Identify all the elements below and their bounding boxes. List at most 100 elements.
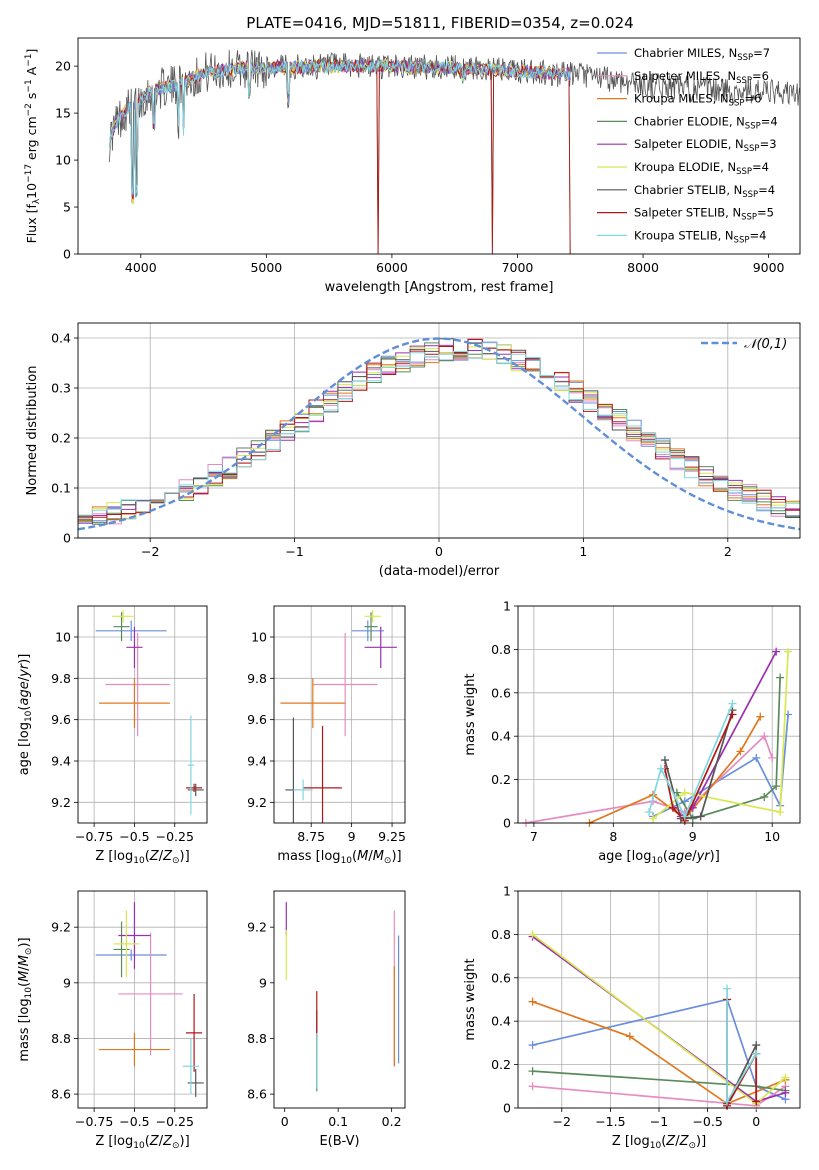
weight-point-marker <box>645 808 654 817</box>
x-tick-label: 0.2 <box>382 1114 402 1129</box>
y-tick-label: 1 <box>503 884 511 899</box>
x-tick-label: 4000 <box>125 260 157 275</box>
axes-frame <box>77 37 801 255</box>
weight-point-marker <box>649 814 658 823</box>
y-axis-label: mass weight <box>463 673 478 755</box>
weight-point-marker <box>752 1097 761 1106</box>
y-tick-label: 0.4 <box>491 729 511 744</box>
x-tick-label: −2 <box>141 544 159 559</box>
weight-point-marker <box>752 1041 761 1050</box>
mass-weight-vs-metallicity-panel: −2 −1.5 −1 −0.5 0 0 0.2 0.4 0.6 0.8 1 Z [log10(Z/Z⊙… <box>463 884 801 1151</box>
histogram-kroupa-stelib <box>78 342 800 533</box>
x-tick-label: −2 <box>553 1114 571 1129</box>
weight-point-marker <box>660 756 669 765</box>
y-tick-label: 0.8 <box>491 927 511 942</box>
weight-point-marker <box>688 814 697 823</box>
legend-entry: Chabrier MILES, NSSP=7 <box>634 46 770 63</box>
legend-entry: Salpeter ELODIE, NSSP=3 <box>634 137 777 154</box>
y-tick-label: 10 <box>251 630 267 645</box>
x-tick-label: 0 <box>752 1114 760 1129</box>
y-tick-label: 8.8 <box>51 1031 71 1046</box>
weight-point-marker <box>528 1067 537 1076</box>
weight-point-marker <box>784 647 793 656</box>
y-tick-label: 20 <box>55 59 71 74</box>
y-tick-label: 15 <box>55 106 71 121</box>
y-tick-label: 0 <box>503 1101 511 1116</box>
y-tick-label: 9 <box>63 975 71 990</box>
mass-vs-extinction-panel: 0 0.1 0.2 8.6 8.8 9 9.2 E(B-V) <box>247 890 406 1149</box>
y-tick-label: 9.6 <box>51 712 71 727</box>
weight-point-marker <box>736 747 745 756</box>
x-tick-label: 9 <box>348 829 356 844</box>
axes-frame <box>77 322 801 539</box>
x-axis-label: Z [log10(Z/Z⊙)] <box>612 1134 706 1151</box>
legend-entry: 𝒩(0,1) <box>744 337 787 352</box>
y-axis-label: mass [log10(M/M⊙)] <box>17 937 34 1061</box>
x-axis-label: Z [log10(Z/Z⊙)] <box>95 849 189 866</box>
y-tick-label: 0.4 <box>51 331 71 346</box>
legend-entry: Kroupa ELODIE, NSSP=4 <box>634 160 769 177</box>
weight-point-marker <box>528 930 537 939</box>
weight-point-marker <box>656 764 665 773</box>
gaussian-reference-curve <box>78 337 800 531</box>
axes-frame <box>77 605 208 824</box>
x-axis-label: mass [log10(M/M⊙)] <box>277 849 401 866</box>
x-axis-label: Z [log10(Z/Z⊙)] <box>95 1134 189 1151</box>
x-tick-label: 6000 <box>376 260 408 275</box>
y-tick-label: 9.8 <box>247 671 267 686</box>
residuals-panel: −2 −1 0 1 2 0 0.1 0.2 0.3 0.4 (data-model)/error No… <box>25 322 801 579</box>
x-tick-label: −0.75 <box>75 829 113 844</box>
weight-point-marker <box>776 673 785 682</box>
x-tick-label: −1 <box>285 544 303 559</box>
mass-weight-vs-age-panel: 7 8 9 10 0 0.2 0.4 0.6 0.8 1 age [log10(age/yr)] ma… <box>463 599 801 866</box>
weight-point-marker <box>752 1049 761 1058</box>
weight-point-marker <box>772 782 781 791</box>
y-tick-label: 0 <box>63 531 71 546</box>
x-tick-label: 1 <box>579 544 587 559</box>
x-tick-label: −0.25 <box>156 1114 194 1129</box>
figure-title: PLATE=0416, MJD=51811, FIBERID=0354, z=0… <box>246 14 633 32</box>
y-tick-label: 9.2 <box>247 795 267 810</box>
weight-point-marker <box>772 647 781 656</box>
x-tick-label: 8000 <box>627 260 659 275</box>
y-tick-label: 8.8 <box>247 1031 267 1046</box>
x-tick-label: 0 <box>435 544 443 559</box>
y-tick-label: 10 <box>55 153 71 168</box>
axes-frame <box>273 605 406 824</box>
weight-point-marker <box>528 997 537 1006</box>
age-vs-metallicity-panel: −0.75 −0.5 −0.25 9.2 9.4 9.6 9.8 10 Z [log10(Z/Z… <box>17 605 208 866</box>
y-tick-label: 0 <box>63 247 71 262</box>
y-tick-label: 9 <box>259 975 267 990</box>
y-tick-label: 1 <box>503 599 511 614</box>
y-tick-label: 8.6 <box>247 1087 267 1102</box>
y-tick-label: 0.2 <box>491 772 511 787</box>
axes-frame <box>273 890 406 1109</box>
y-tick-label: 9.8 <box>51 671 71 686</box>
y-tick-label: 0.4 <box>491 1014 511 1029</box>
x-axis-label: age [log10(age/yr)] <box>598 849 720 866</box>
x-tick-label: −1 <box>650 1114 668 1129</box>
weight-point-marker <box>668 803 677 812</box>
x-axis-label: (data-model)/error <box>379 564 500 579</box>
y-axis-label: mass weight <box>463 958 478 1040</box>
weight-point-marker <box>680 812 689 821</box>
x-tick-label: −0.5 <box>692 1114 722 1129</box>
x-tick-label: 9000 <box>753 260 785 275</box>
weight-point-marker <box>728 710 737 719</box>
weight-point-marker <box>528 1041 537 1050</box>
y-tick-label: 0.2 <box>491 1057 511 1072</box>
weight-point-marker <box>625 1032 634 1041</box>
spectrum-line-kroupa-stelib <box>108 59 571 194</box>
weight-point-marker <box>756 712 765 721</box>
weight-point-marker <box>760 732 769 741</box>
x-tick-label: 9 <box>689 829 697 844</box>
weight-point-marker <box>696 812 705 821</box>
x-tick-label: 9.25 <box>378 829 406 844</box>
x-tick-label: 5000 <box>250 260 282 275</box>
weight-line-kroupa-stelib <box>648 703 734 819</box>
x-tick-label: −0.5 <box>119 1114 149 1129</box>
y-tick-label: 0.6 <box>491 970 511 985</box>
weight-point-marker <box>760 792 769 801</box>
x-tick-label: −0.5 <box>119 829 149 844</box>
legend-entry: Kroupa STELIB, NSSP=4 <box>634 228 766 245</box>
